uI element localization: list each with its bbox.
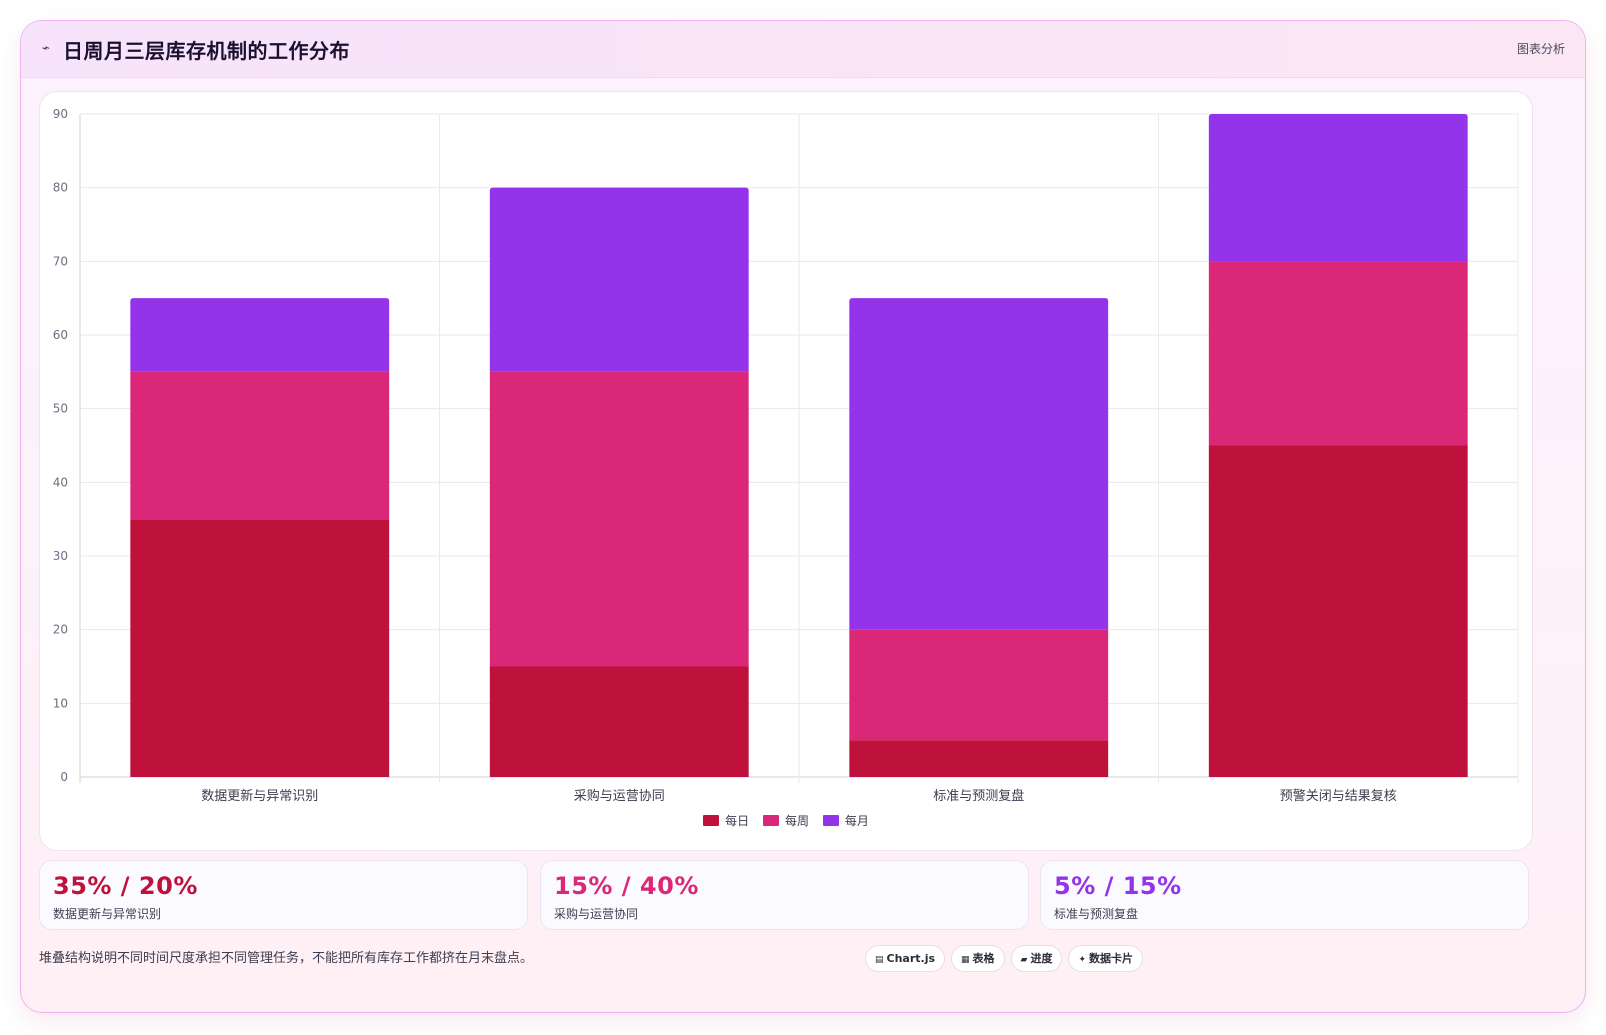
x-tick-label: 数据更新与异常识别 bbox=[201, 788, 318, 804]
chart-legend: 每日 每周 每月 bbox=[40, 812, 1532, 829]
bar-segment bbox=[130, 298, 390, 372]
chart-icon: ▤ bbox=[875, 955, 884, 965]
y-tick-label: 10 bbox=[53, 696, 68, 710]
tag-label: 表格 bbox=[972, 952, 995, 965]
chart-footnote: 堆叠结构说明不同时间尺度承担不同管理任务，不能把所有库存工作都挤在月末盘点。 bbox=[39, 951, 534, 966]
legend-swatch-weekly bbox=[762, 815, 779, 826]
stat-label: 数据更新与异常识别 bbox=[53, 907, 162, 921]
stat-label: 采购与运营协同 bbox=[554, 907, 639, 921]
y-tick-label: 80 bbox=[53, 181, 68, 195]
y-tick-label: 30 bbox=[53, 549, 68, 563]
bar-segment bbox=[849, 298, 1109, 630]
stat-label: 标准与预测复盘 bbox=[1054, 907, 1139, 921]
tag-chartjs[interactable]: ▤ Chart.js bbox=[865, 945, 946, 972]
tag-progress[interactable]: ▰ 进度 bbox=[1010, 945, 1063, 972]
bar-segment bbox=[130, 519, 390, 777]
bar-segment bbox=[1208, 261, 1468, 446]
y-tick-label: 50 bbox=[53, 402, 68, 416]
legend-label-daily: 每日 bbox=[725, 814, 750, 828]
stat-card-forecast-review: 5% / 15% 标准与预测复盘 bbox=[1040, 860, 1529, 930]
legend-item-daily[interactable]: 每日 bbox=[703, 812, 749, 829]
y-tick-label: 40 bbox=[53, 475, 68, 489]
x-tick-label: 标准与预测复盘 bbox=[933, 788, 1024, 804]
stat-card-data-update: 35% / 20% 数据更新与异常识别 bbox=[39, 860, 528, 930]
card-icon: ✦ bbox=[1078, 955, 1087, 965]
stacked-bar-chart: 0 10 20 30 40 50 60 70 80 90 数据更新与异常识别 采购与运营协同 标准与预测… bbox=[53, 107, 1519, 804]
x-tick-label: 预警关闭与结果复核 bbox=[1280, 788, 1397, 804]
legend-label-monthly: 每月 bbox=[844, 814, 869, 828]
legend-label-weekly: 每周 bbox=[784, 814, 809, 828]
bar-segment bbox=[849, 629, 1109, 741]
panel-header: ⌁ 日周月三层库存机制的工作分布 图表分析 bbox=[21, 21, 1585, 78]
stat-card-procurement: 15% / 40% 采购与运营协同 bbox=[540, 860, 1029, 930]
y-tick-label: 90 bbox=[53, 107, 68, 121]
stat-value: 5% / 15% bbox=[1054, 872, 1182, 900]
tag-label: Chart.js bbox=[886, 952, 936, 965]
progress-icon: ▰ bbox=[1020, 955, 1028, 965]
tag-label: 进度 bbox=[1030, 952, 1053, 965]
tag-table[interactable]: ▦ 表格 bbox=[951, 945, 1005, 972]
bar-segment bbox=[1208, 445, 1468, 777]
chart-card: 0 10 20 30 40 50 60 70 80 90 数据更新与异常识别 采购与运营协同 标准与预测… bbox=[39, 91, 1533, 851]
trend-line-icon: ⌁ bbox=[40, 40, 52, 57]
y-tick-label: 60 bbox=[53, 328, 68, 342]
y-tick-label: 20 bbox=[53, 623, 68, 637]
legend-item-weekly[interactable]: 每周 bbox=[762, 812, 809, 829]
bar-segment bbox=[1208, 114, 1468, 262]
bar-segment bbox=[489, 187, 749, 372]
bar-segment bbox=[130, 371, 390, 520]
bar-segment bbox=[489, 371, 749, 667]
chart-analysis-link[interactable]: 图表分析 bbox=[1516, 42, 1565, 56]
table-icon: ▦ bbox=[961, 955, 970, 965]
page-title: 日周月三层库存机制的工作分布 bbox=[63, 39, 350, 63]
tag-data-card[interactable]: ✦ 数据卡片 bbox=[1068, 945, 1144, 972]
x-tick-label: 采购与运营协同 bbox=[574, 788, 665, 804]
bar-segment bbox=[849, 740, 1109, 777]
tag-label: 数据卡片 bbox=[1089, 952, 1134, 965]
y-tick-label: 0 bbox=[60, 770, 68, 784]
legend-swatch-monthly bbox=[822, 815, 839, 826]
chart-panel: ⌁ 日周月三层库存机制的工作分布 图表分析 0 10 20 30 40 50 60 70 80 9… bbox=[20, 20, 1586, 1013]
stat-value: 35% / 20% bbox=[53, 872, 198, 900]
legend-swatch-daily bbox=[703, 815, 720, 826]
stat-value: 15% / 40% bbox=[554, 872, 699, 900]
feature-tags: ▤ Chart.js ▦ 表格 ▰ 进度 ✦ 数据卡片 bbox=[865, 945, 1149, 972]
legend-item-monthly[interactable]: 每月 bbox=[822, 812, 869, 829]
bar-segment bbox=[489, 666, 749, 777]
y-tick-label: 70 bbox=[53, 254, 68, 268]
